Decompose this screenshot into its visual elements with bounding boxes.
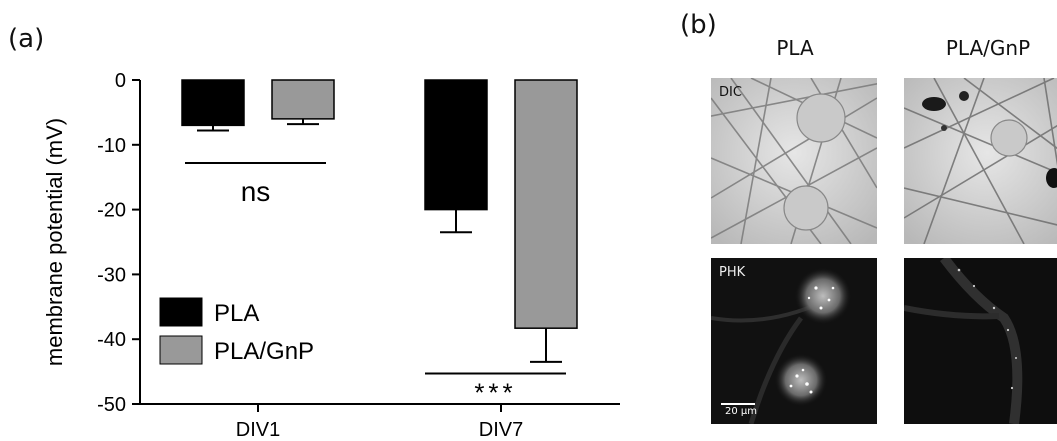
column-header-pla: PLA bbox=[776, 36, 814, 60]
x-tick-label: DIV7 bbox=[479, 419, 523, 441]
phk-pla-image: PHK 20 µm bbox=[711, 258, 877, 424]
bar-pla-gnp-div7 bbox=[514, 79, 578, 329]
y-tick-label: -40 bbox=[97, 329, 126, 351]
column-header-pla-gnp: PLA/GnP bbox=[945, 36, 1031, 60]
legend-swatch bbox=[159, 335, 203, 365]
phk-row-label: PHK bbox=[719, 265, 746, 280]
panel-a-label: (a) bbox=[8, 24, 45, 54]
significance-label: *** bbox=[474, 378, 516, 408]
panel-b-label: (b) bbox=[680, 10, 717, 40]
dic-pla-image: DIC bbox=[711, 78, 877, 244]
dic-pla-gnp-image bbox=[904, 78, 1057, 244]
y-tick-label: -50 bbox=[97, 394, 126, 416]
legend-label: PLA/GnP bbox=[214, 338, 314, 365]
bar-pla-gnp-div1 bbox=[271, 79, 335, 120]
y-axis-label: membrane potential (mV) bbox=[42, 118, 67, 366]
legend-label: PLA bbox=[214, 300, 259, 327]
y-tick-label: -10 bbox=[97, 135, 126, 157]
y-tick-label: -20 bbox=[97, 200, 126, 222]
x-tick-label: DIV1 bbox=[236, 419, 280, 441]
y-tick-label: -30 bbox=[97, 264, 126, 286]
membrane-potential-chart: 0 -10 -20 -30 -40 -50 membrane potential (mV) D… bbox=[42, 70, 620, 441]
phk-pla-gnp-image bbox=[904, 258, 1057, 424]
significance-label: ns bbox=[241, 176, 271, 207]
legend-swatch bbox=[159, 297, 203, 327]
y-tick-label: 0 bbox=[115, 70, 126, 92]
scale-bar-label: 20 µm bbox=[725, 406, 758, 417]
bar-pla-div1 bbox=[181, 79, 245, 127]
bar-pla-div7 bbox=[424, 79, 488, 211]
dic-row-label: DIC bbox=[719, 85, 742, 100]
